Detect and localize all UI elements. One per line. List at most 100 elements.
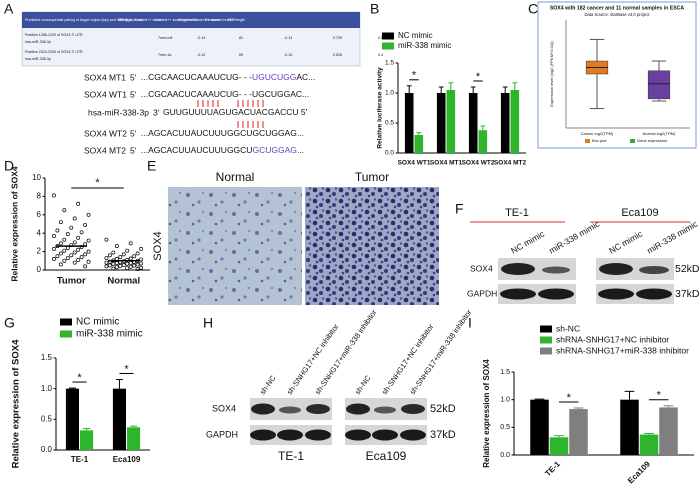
group-label: TE-1	[505, 207, 529, 219]
size-label: 52kD	[675, 263, 699, 275]
table-cell: hsa-miR-338-3p	[25, 40, 51, 44]
data-point	[69, 253, 74, 258]
table-cell: -0.10	[197, 53, 205, 57]
data-point	[76, 235, 81, 240]
table-header-cell: Site type	[118, 18, 132, 22]
y-tick-label: 8	[37, 192, 42, 201]
legend-label: miR-338 mimic	[76, 329, 143, 340]
data-point	[111, 262, 116, 266]
band-label: SOX4	[470, 263, 493, 273]
table-header-cell: Predicted consequential pairing of targe…	[25, 18, 142, 22]
legend-label: NC mimic	[76, 317, 119, 328]
y-tick-label: 2	[37, 247, 42, 256]
significance-label: *	[95, 177, 100, 189]
legend-label: Gene expression	[637, 138, 667, 143]
y-tick-label: 0.0	[500, 452, 510, 459]
x-tick-label: SOX4 WT2	[462, 160, 495, 167]
data-point	[128, 241, 133, 246]
sequence-part: AC...	[296, 72, 315, 82]
blot-h	[250, 398, 427, 445]
bar	[80, 430, 94, 450]
data-point	[83, 264, 88, 269]
size-label: 37kD	[430, 429, 456, 441]
sequence: ...AGCACUUAUCUUUGGCUGCUGGAG...	[141, 128, 304, 138]
data-point	[58, 241, 63, 246]
histology-tumor	[305, 187, 439, 305]
x-tick-label: Normal log2(TPM)	[643, 131, 676, 136]
mutant-seed: UGUCUGG	[252, 72, 296, 82]
table-cell: 0.4	[378, 53, 383, 57]
data-point	[58, 262, 63, 267]
x-tick-label: Cancer log2(TPM)	[581, 131, 614, 136]
sequence-part: ...	[297, 145, 304, 155]
data-point	[111, 266, 116, 271]
chart-title: SOX4 with 182 cancer and 11 normal sampl…	[550, 5, 685, 11]
data-point	[76, 247, 81, 252]
significance-label: *	[412, 70, 417, 82]
panel-letter: F	[455, 201, 464, 217]
data-point	[72, 250, 77, 255]
bar	[478, 130, 488, 153]
legend-label: shRNA-SNHG17+NC inhibitor	[556, 334, 669, 344]
table-cell: 0.729	[333, 36, 342, 40]
data-point	[139, 261, 144, 266]
significance-label: *	[77, 372, 82, 384]
lane-label: miR-338 mimic	[645, 218, 699, 255]
table-cell: Position 2324-2330 of SOX4 3' UTR	[25, 50, 83, 54]
legend-swatch	[585, 139, 590, 143]
x-tick-label: Normal	[107, 276, 140, 287]
bar	[659, 407, 678, 455]
data-point	[51, 246, 56, 251]
data-point	[76, 257, 81, 262]
sequence-part: GUUGUUUUAGUGACUACGACCU 5'	[163, 107, 308, 117]
y-axis-label: Relative expression of SOX4	[482, 359, 491, 468]
data-point	[125, 266, 130, 271]
y-tick-label: 1.5	[500, 369, 510, 376]
sequence-name: SOX4 MT2	[84, 145, 126, 155]
y-tick-label: 1.5	[385, 60, 394, 67]
data-point	[114, 244, 119, 249]
data-point	[69, 225, 74, 230]
legend-swatch	[60, 330, 72, 338]
significance-label: *	[567, 392, 572, 404]
data-point	[139, 265, 144, 270]
lane-label: sh-NC	[258, 373, 278, 396]
legend-label: Box plot	[592, 138, 607, 143]
significance-label: *	[657, 390, 662, 402]
table-cell: -0.14	[197, 36, 205, 40]
legend-label: sh-NC	[556, 323, 580, 333]
y-tick-label: 1.5	[41, 353, 53, 362]
data-point	[121, 252, 126, 257]
sequence-part: ...CGCAACUCAAAUCUG- - -	[141, 72, 252, 82]
sequence-name: SOX4 WT2	[84, 128, 127, 138]
table-cell: 0.526	[333, 53, 342, 57]
data-point	[55, 228, 60, 233]
y-axis-label: Relative expression of SOX4	[11, 339, 22, 469]
bar	[639, 434, 659, 455]
lane-label: sh-SNHG17+NC inhibitor	[285, 322, 341, 396]
data-point	[135, 251, 140, 256]
data-point	[86, 259, 91, 264]
pairing-lines	[197, 100, 264, 128]
data-point	[139, 246, 144, 251]
table-header-cell: Weighted context++ score	[178, 18, 220, 22]
data-point	[62, 258, 67, 263]
y-tick-label: 0.5	[500, 424, 510, 431]
box	[647, 70, 671, 100]
size-label: 37kD	[675, 288, 699, 300]
panel-letter: G	[4, 315, 15, 331]
data-point	[104, 264, 109, 269]
y-tick-label: 0.5	[385, 120, 394, 127]
table-cell: 7mer-m8	[158, 36, 172, 40]
blot-f	[498, 258, 674, 304]
data-point	[72, 260, 77, 265]
data-point	[118, 255, 123, 260]
bar	[436, 93, 446, 153]
y-axis-label: Expression level (log2 (FPKM+0.01))	[549, 41, 554, 107]
bar	[446, 90, 456, 153]
band-label: GAPDH	[206, 429, 238, 439]
x-tick-label: SOX4 MT1	[430, 160, 463, 167]
box-panel-frame	[537, 1, 697, 149]
x-tick-label: Eca109	[626, 459, 652, 484]
data-point	[135, 262, 140, 267]
